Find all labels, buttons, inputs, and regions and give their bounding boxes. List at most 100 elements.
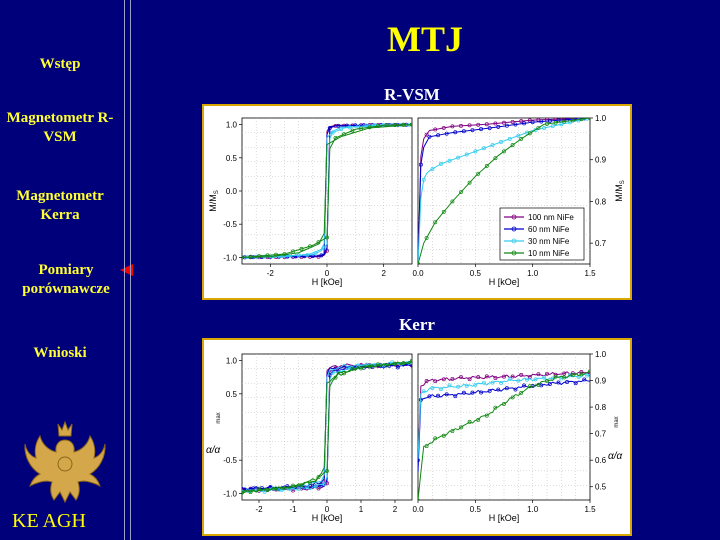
data-point	[282, 252, 287, 256]
data-point	[242, 490, 244, 495]
data-point	[464, 152, 469, 157]
data-point	[319, 253, 324, 258]
data-point	[308, 480, 312, 485]
data-point	[533, 127, 538, 132]
data-point	[401, 122, 406, 127]
data-point	[559, 122, 564, 127]
kerr-chart: max α/α max α/α -2 -1 0 1 2 H [kOe] 1.0 0.5 -0.5…	[206, 350, 622, 523]
data-point	[359, 366, 363, 371]
data-point	[342, 132, 346, 137]
vsm-heading: R-VSM	[384, 85, 440, 104]
data-point	[484, 374, 489, 379]
nav-item-pomiary-porownawcze[interactable]: Pomiary porównawcze	[22, 262, 110, 297]
x-axis-label: H [kOe]	[312, 277, 343, 287]
data-point	[291, 483, 295, 488]
data-point	[339, 127, 344, 132]
vsm-ylabel-right: M/MS	[614, 180, 626, 202]
data-point	[456, 384, 461, 389]
data-point	[493, 405, 498, 410]
data-point	[359, 126, 363, 131]
y-tick-label: 1.0	[595, 350, 607, 359]
x-axis-label: H [kOe]	[489, 277, 520, 287]
data-point	[330, 370, 335, 375]
legend-marker	[511, 238, 517, 244]
data-point	[539, 119, 544, 124]
footer-label: KE AGH	[12, 510, 86, 532]
data-point	[459, 123, 463, 128]
data-point	[585, 373, 590, 378]
data-point	[533, 377, 538, 382]
x-tick-label: 0.0	[412, 269, 424, 278]
series-line	[418, 118, 590, 264]
data-point	[573, 381, 578, 386]
y-tick-label: 0.0	[226, 187, 238, 196]
data-point	[438, 161, 443, 166]
legend-marker	[511, 214, 517, 220]
x-tick-label: 1.0	[527, 505, 539, 514]
data-point	[433, 436, 438, 441]
data-point	[299, 246, 304, 251]
data-point	[308, 244, 312, 249]
data-point	[427, 134, 432, 139]
data-point	[376, 362, 380, 367]
data-point	[545, 371, 549, 376]
data-point	[274, 486, 278, 491]
data-point	[453, 130, 458, 135]
data-point	[444, 392, 449, 397]
y-tick-label: 0.8	[595, 403, 607, 412]
data-point	[305, 485, 310, 490]
legend-label: 10 nm NiFe	[528, 249, 570, 258]
series-line	[418, 118, 590, 264]
data-point	[588, 369, 590, 374]
data-point	[484, 413, 489, 418]
data-point	[265, 488, 270, 493]
y-tick-label: -0.5	[223, 220, 237, 229]
data-point	[507, 376, 512, 381]
data-point	[510, 395, 515, 400]
data-point	[479, 390, 484, 395]
data-point	[279, 487, 284, 492]
data-point	[527, 131, 532, 136]
data-point	[433, 127, 438, 132]
nav-item-wstep[interactable]: Wstęp	[39, 56, 81, 72]
data-point	[313, 484, 318, 489]
data-point	[424, 132, 429, 137]
data-point	[418, 458, 420, 463]
data-point	[265, 253, 270, 258]
data-point	[333, 135, 338, 140]
data-point	[502, 401, 506, 406]
active-nav-pointer	[120, 264, 133, 276]
data-point	[516, 133, 521, 138]
series-line	[418, 371, 590, 461]
data-point	[522, 383, 527, 388]
data-point	[476, 417, 481, 422]
nav-item-magnetometr-kerra[interactable]: Magnetometr Kerra	[16, 188, 104, 223]
data-point	[496, 124, 501, 129]
data-point	[459, 375, 463, 379]
data-point	[542, 126, 547, 130]
nav-item-wnioski[interactable]: Wnioski	[33, 345, 87, 361]
data-point	[473, 382, 478, 387]
data-point	[299, 483, 304, 488]
data-point	[418, 262, 420, 264]
data-point	[325, 235, 329, 240]
nav-divider	[130, 0, 131, 540]
data-point	[424, 379, 429, 383]
x-tick-label: 0.5	[470, 269, 482, 278]
data-point	[467, 419, 472, 424]
data-point	[513, 122, 518, 127]
data-point	[418, 162, 423, 167]
nav-item-magnetometr-rvsm[interactable]: Magnetometr R-VSM	[6, 110, 114, 145]
data-point	[257, 254, 261, 258]
y-tick-label: 0.8	[595, 197, 607, 206]
data-point	[547, 118, 552, 123]
data-point	[524, 377, 529, 382]
vsm-left-plot: -2 0 2 H [kOe] 1.0 0.5 0.0 -0.5 -1.0	[223, 117, 413, 287]
x-tick-label: 1.0	[527, 269, 539, 278]
data-point	[430, 167, 435, 172]
data-point	[519, 136, 524, 141]
data-point	[436, 393, 441, 398]
data-point	[467, 123, 472, 128]
series-line	[418, 373, 590, 459]
data-point	[322, 245, 327, 250]
